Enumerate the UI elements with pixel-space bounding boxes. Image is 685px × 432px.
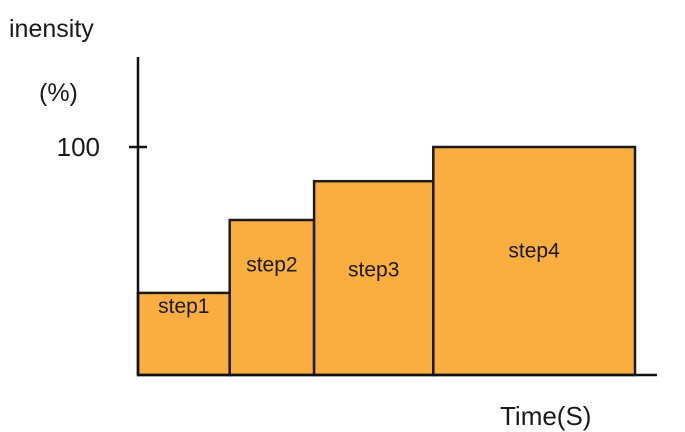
bar-step4 — [432, 145, 637, 377]
y-ticks-layer: 100 — [57, 132, 147, 162]
x-axis-label: Time(S) — [500, 401, 591, 431]
bar-label-step3: step3 — [348, 258, 399, 281]
bar-label-step2: step2 — [246, 253, 297, 276]
y-axis-label-line-2: (%) — [39, 79, 78, 107]
bar-label-step4: step4 — [508, 240, 560, 263]
y-tick-label-100: 100 — [57, 132, 100, 162]
bar-step3 — [312, 179, 435, 377]
bar-labels-layer: step1 step2 step3 step4 — [158, 240, 560, 319]
bar-label-step1: step1 — [158, 295, 209, 318]
bars-layer — [136, 145, 637, 377]
y-axis-label-line-1: inensity — [9, 15, 94, 43]
bar-step2 — [228, 218, 316, 377]
